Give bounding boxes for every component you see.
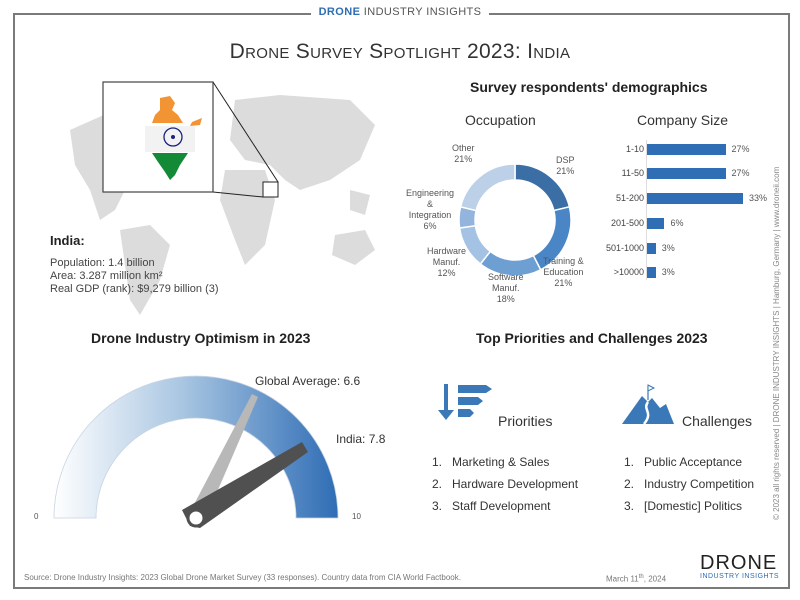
gauge-max: 10	[352, 512, 361, 521]
company-size-title: Company Size	[637, 112, 729, 128]
world-map	[70, 81, 375, 315]
bar	[647, 218, 665, 229]
brand-header: DRONE INDUSTRY INSIGHTS	[0, 6, 800, 18]
bar-value: 6%	[670, 218, 684, 228]
footer-source: Source: Drone Industry Insights: 2023 Gl…	[24, 573, 461, 582]
optimism-title: Drone Industry Optimism in 2023	[91, 330, 311, 346]
label-hardware: Hardware Manuf. 12%	[427, 246, 467, 278]
india-label: India: 7.8	[336, 432, 386, 446]
occupation-donut	[458, 163, 572, 277]
priorities-list: 1. Marketing & Sales 2. Hardware Developme…	[432, 455, 578, 521]
side-copyright: © 2023 all rights reserved | DRONE INDUS…	[772, 166, 781, 520]
bar-label: 51-200	[615, 193, 644, 203]
bar-label: 1-10	[625, 144, 644, 154]
challenges-list: 1. Public Acceptance 2. Industry Competiti…	[624, 455, 754, 521]
top-rule-right	[482, 13, 790, 15]
priority-item: 3. Staff Development	[432, 499, 551, 513]
page-title: Drone Survey Spotlight 2023: India	[229, 40, 571, 63]
brand-bold: DRONE	[318, 6, 361, 18]
label-software: Software Manuf. 18%	[488, 272, 524, 304]
challenge-item: 2. Industry Competition	[624, 477, 755, 491]
bar-label: 201-500	[610, 218, 644, 228]
fact-gdp: Real GDP (rank): $9,279 billion (3)	[50, 283, 219, 295]
logo-industry-insights: INDUSTRY INSIGHTS	[700, 573, 780, 580]
page-frame	[13, 13, 790, 589]
bar-value: 3%	[661, 243, 675, 253]
country-facts: Population: 1.4 billion Area: 3.287 mill…	[50, 257, 219, 296]
bar	[647, 267, 656, 278]
footer-date: March 11th, 2024	[606, 574, 667, 584]
label-dsp: DSP 21%	[556, 155, 575, 176]
bar-axis	[646, 140, 647, 280]
donut-slice	[459, 163, 516, 212]
mountain-flag-icon	[622, 384, 674, 425]
label-engineering: Engineering & Integration 6%	[406, 188, 455, 231]
bar-label: 11-50	[621, 168, 644, 178]
fact-population: Population: 1.4 billion	[50, 257, 155, 269]
priority-item: 1. Marketing & Sales	[432, 455, 550, 469]
optimism-gauge	[53, 375, 339, 528]
challenges-title: Challenges	[682, 413, 753, 429]
global-average-label: Global Average: 6.6	[255, 374, 361, 388]
country-name: India:	[50, 233, 85, 248]
bar-label: >10000	[613, 267, 644, 277]
bar-value: 3%	[661, 267, 675, 277]
top-rule-left	[13, 13, 318, 15]
brand-rest: INDUSTRY INSIGHTS	[360, 6, 482, 18]
logo-drone: DRONE	[700, 552, 778, 574]
bar-value: 27%	[731, 144, 750, 154]
bar-label: 501-1000	[605, 243, 644, 253]
bar	[647, 193, 743, 204]
bar	[647, 144, 726, 155]
label-other: Other 21%	[452, 143, 475, 164]
demographics-title: Survey respondents' demographics	[470, 79, 708, 95]
bar-value: 27%	[731, 168, 750, 178]
priorities-section-title: Top Priorities and Challenges 2023	[476, 330, 708, 346]
bar	[647, 243, 656, 254]
bar	[647, 168, 726, 179]
challenge-item: 3. [Domestic] Politics	[624, 499, 743, 513]
bar-value: 33%	[749, 193, 768, 203]
challenge-item: 1. Public Acceptance	[624, 455, 743, 469]
india-flag-map	[145, 96, 202, 180]
priority-item: 2. Hardware Development	[432, 477, 579, 491]
label-training: Training & Education 21%	[543, 256, 584, 288]
priorities-title: Priorities	[498, 413, 553, 429]
priorities-icon	[438, 384, 492, 420]
gauge-min: 0	[34, 512, 39, 521]
fact-area: Area: 3.287 million km²	[50, 270, 163, 282]
occupation-title: Occupation	[465, 112, 536, 128]
